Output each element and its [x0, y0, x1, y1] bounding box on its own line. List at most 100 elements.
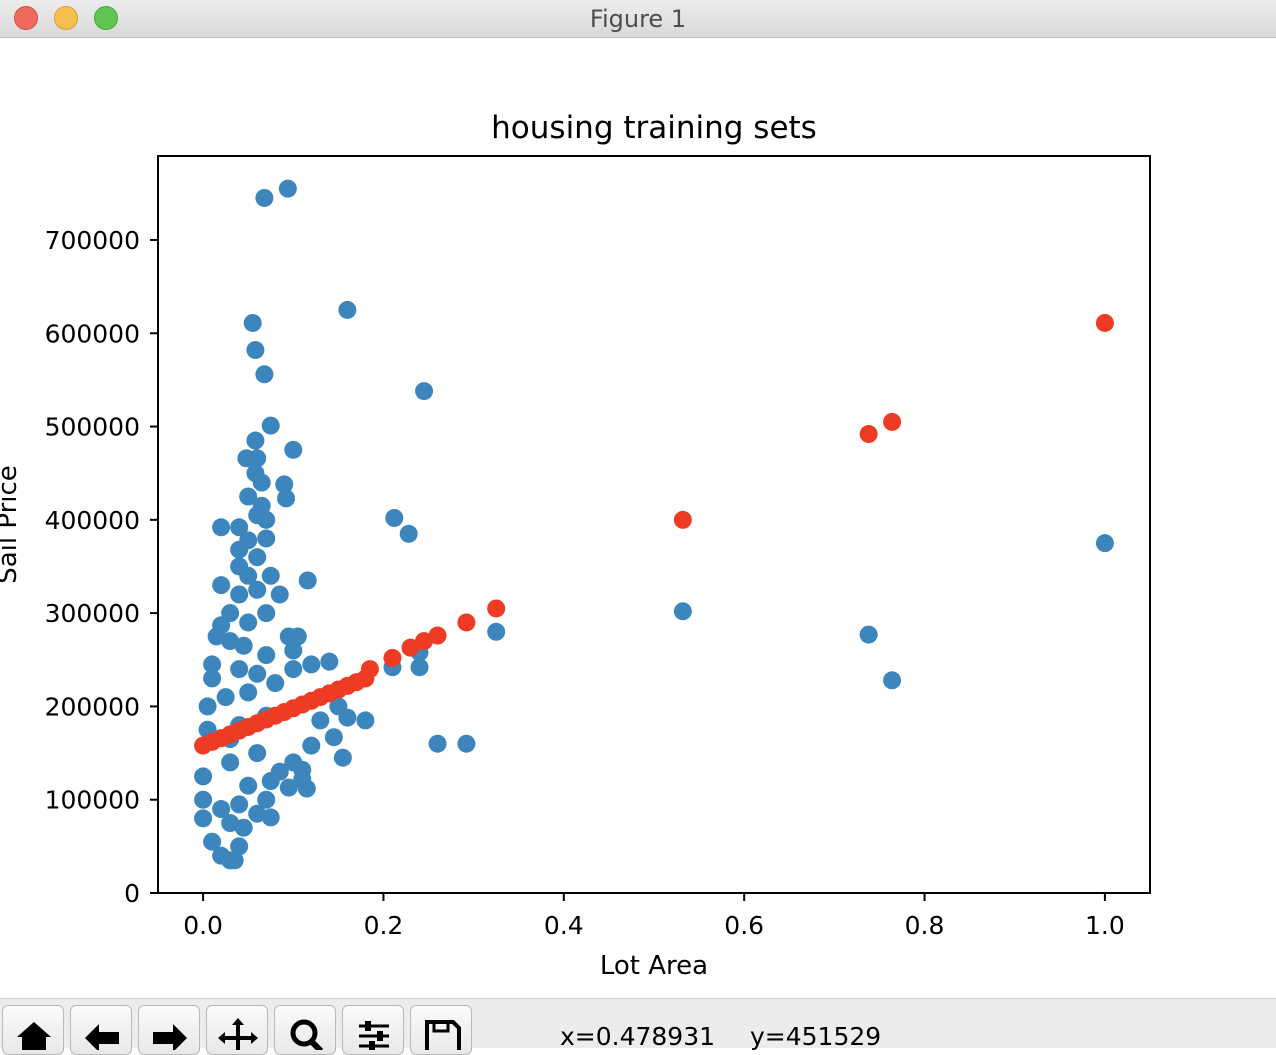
prediction-point [487, 599, 506, 618]
training-point [673, 602, 692, 621]
training-point [239, 566, 258, 585]
training-point [275, 475, 294, 494]
prediction-point [428, 626, 447, 645]
training-point [302, 655, 321, 674]
prediction-point [1095, 313, 1114, 332]
training-point [320, 652, 339, 671]
prediction-point [859, 425, 878, 444]
y-tick-label: 500000 [45, 413, 140, 442]
training-point [248, 744, 267, 763]
training-point [261, 566, 280, 585]
training-point [356, 711, 375, 730]
training-point [230, 660, 249, 679]
cursor-x-readout: x=0.478931 [560, 1022, 716, 1051]
chart-title: housing training sets [491, 110, 817, 146]
training-point [194, 790, 213, 809]
pan-button[interactable] [206, 1005, 268, 1055]
training-point [278, 179, 297, 198]
training-point [221, 814, 240, 833]
training-point [230, 585, 249, 604]
prediction-point [401, 638, 420, 657]
training-point [203, 655, 222, 674]
cursor-y-readout: y=451529 [750, 1022, 882, 1051]
training-point [410, 658, 429, 677]
minimize-window-button[interactable] [54, 6, 78, 30]
save-icon [425, 1020, 461, 1050]
training-point [279, 778, 298, 797]
training-point [221, 632, 240, 651]
training-point [221, 753, 240, 772]
training-point [257, 510, 276, 529]
training-point [230, 837, 249, 856]
training-point [203, 832, 222, 851]
training-point [324, 728, 343, 747]
prediction-point [883, 412, 902, 431]
training-point [297, 779, 316, 798]
training-point [212, 576, 231, 595]
training-point [1095, 534, 1114, 553]
training-point [270, 585, 289, 604]
training-point [261, 808, 280, 827]
training-point [239, 683, 258, 702]
training-point [194, 767, 213, 786]
training-point [257, 646, 276, 665]
training-point [298, 571, 317, 590]
training-point [203, 669, 222, 688]
training-point [230, 518, 249, 537]
x-tick-label: 1.0 [1085, 911, 1125, 940]
training-point [333, 748, 352, 767]
training-point [257, 604, 276, 623]
training-point [246, 341, 265, 360]
training-point [288, 627, 307, 646]
training-point [207, 627, 226, 646]
training-point [284, 660, 303, 679]
x-tick-label: 0.6 [724, 911, 764, 940]
training-point [457, 734, 476, 753]
prediction-point [415, 632, 434, 651]
training-point [261, 416, 280, 435]
training-point [239, 613, 258, 632]
x-tick-label: 0.2 [364, 911, 404, 940]
forward-arrow-icon [153, 1024, 187, 1050]
y-tick-label: 0 [124, 879, 140, 908]
x-axis-label: Lot Area [600, 951, 708, 981]
training-point [284, 440, 303, 459]
training-point [487, 622, 506, 641]
prediction-point [457, 613, 476, 632]
home-button[interactable] [2, 1005, 64, 1055]
prediction-point [673, 510, 692, 529]
training-point [239, 487, 258, 506]
training-point [248, 548, 267, 567]
close-window-button[interactable] [14, 6, 38, 30]
y-tick-label: 600000 [45, 319, 140, 348]
training-point [859, 625, 878, 644]
x-tick-label: 0.4 [544, 911, 584, 940]
prediction-point [383, 648, 402, 667]
training-point [385, 508, 404, 527]
training-point [428, 734, 447, 753]
training-point [255, 188, 274, 207]
back-button[interactable] [70, 1005, 132, 1055]
configure-subplots-button[interactable] [342, 1005, 404, 1055]
zoom-icon [290, 1019, 324, 1050]
training-point [234, 636, 253, 655]
zoom-button[interactable] [274, 1005, 336, 1055]
home-icon [17, 1022, 51, 1050]
training-point [255, 365, 274, 384]
training-point [198, 697, 217, 716]
training-point [248, 449, 267, 468]
forward-button[interactable] [138, 1005, 200, 1055]
training-point [257, 790, 276, 809]
x-tick-label: 0.8 [905, 911, 945, 940]
training-point [311, 711, 330, 730]
y-tick-label: 300000 [45, 599, 140, 628]
maximize-window-button[interactable] [94, 6, 118, 30]
training-point [399, 524, 418, 543]
training-point [248, 580, 267, 599]
training-point [239, 776, 258, 795]
training-point [230, 795, 249, 814]
y-tick-label: 100000 [45, 786, 140, 815]
training-point [225, 851, 244, 870]
prediction-point [360, 660, 379, 679]
y-tick-label: 200000 [45, 692, 140, 721]
